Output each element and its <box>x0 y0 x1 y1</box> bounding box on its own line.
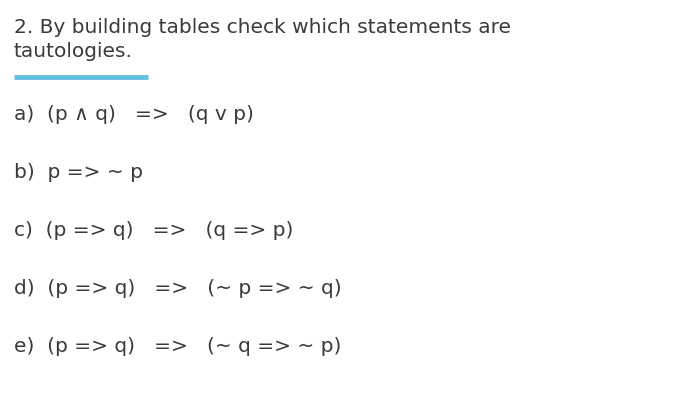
Text: 2. By building tables check which statements are: 2. By building tables check which statem… <box>14 18 511 37</box>
Text: e)  (p => q)   =>   (∼ q => ∼ p): e) (p => q) => (∼ q => ∼ p) <box>14 336 342 355</box>
Text: b)  p => ∼ p: b) p => ∼ p <box>14 162 143 181</box>
Text: tautologies.: tautologies. <box>14 42 133 61</box>
Text: a)  (p ∧ q)   =>   (q v p): a) (p ∧ q) => (q v p) <box>14 105 254 124</box>
Text: d)  (p => q)   =>   (∼ p => ∼ q): d) (p => q) => (∼ p => ∼ q) <box>14 278 342 297</box>
Text: c)  (p => q)   =>   (q => p): c) (p => q) => (q => p) <box>14 220 293 239</box>
